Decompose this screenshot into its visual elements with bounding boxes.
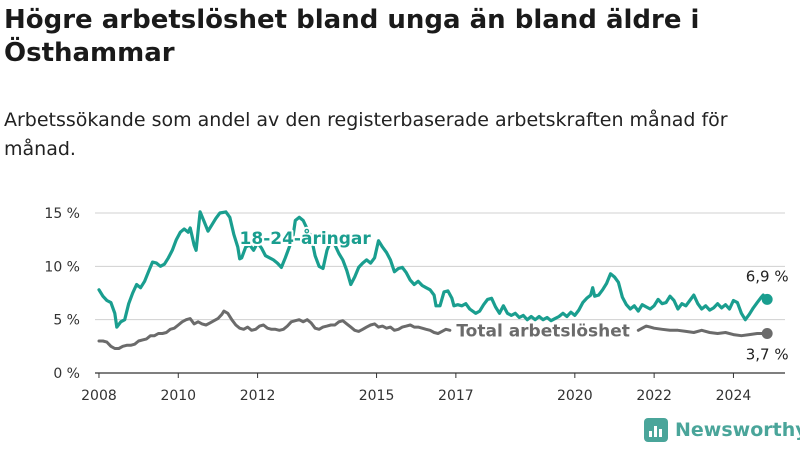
- y-tick-label: 5 %: [53, 313, 80, 329]
- series-end-label-0: 6,9 %: [746, 267, 789, 285]
- x-axis-ticks: 2008 2010 2012 2015 2017 2020 2022 2024: [81, 373, 751, 404]
- series-name-label-0: 18-24-åringar: [240, 227, 372, 249]
- series-group: [97, 210, 773, 350]
- y-axis-ticks: 0 % 5 % 10 % 15 %: [44, 206, 80, 382]
- series-line-1: [97, 309, 452, 350]
- series-end-point-0: [761, 293, 773, 305]
- x-tick-label: 2010: [160, 388, 196, 404]
- series-end-point-1: [761, 328, 773, 340]
- x-tick-label: 2015: [359, 388, 395, 404]
- x-tick-label: 2012: [240, 388, 276, 404]
- series-end-label-1: 3,7 %: [746, 346, 789, 364]
- y-tick-label: 0 %: [53, 366, 80, 382]
- bar-chart-logo-icon: [644, 418, 668, 442]
- newsworthy-logo: Newsworthy: [644, 418, 800, 442]
- chart-title: Högre arbetslöshet bland unga än bland ä…: [4, 5, 700, 68]
- series-line-1: [636, 324, 769, 338]
- y-tick-label: 15 %: [44, 206, 80, 222]
- x-tick-label: 2020: [557, 388, 593, 404]
- x-tick-label: 2017: [438, 388, 474, 404]
- series-name-label-1: Total arbetslöshet: [456, 322, 630, 342]
- grid-lines: [95, 212, 785, 374]
- series-labels: 6,9 % 3,7 % 18-24-åringar Total arbetslöshe…: [238, 225, 789, 364]
- x-tick-label: 2008: [81, 388, 117, 404]
- x-tick-label: 2024: [716, 388, 752, 404]
- x-tick-label: 2022: [636, 388, 672, 404]
- series-line-0: [97, 210, 769, 329]
- brand-name: Newsworthy: [675, 419, 800, 441]
- y-tick-label: 10 %: [44, 259, 80, 275]
- chart-subtitle: Arbetssökande som andel av den registerb…: [4, 109, 728, 160]
